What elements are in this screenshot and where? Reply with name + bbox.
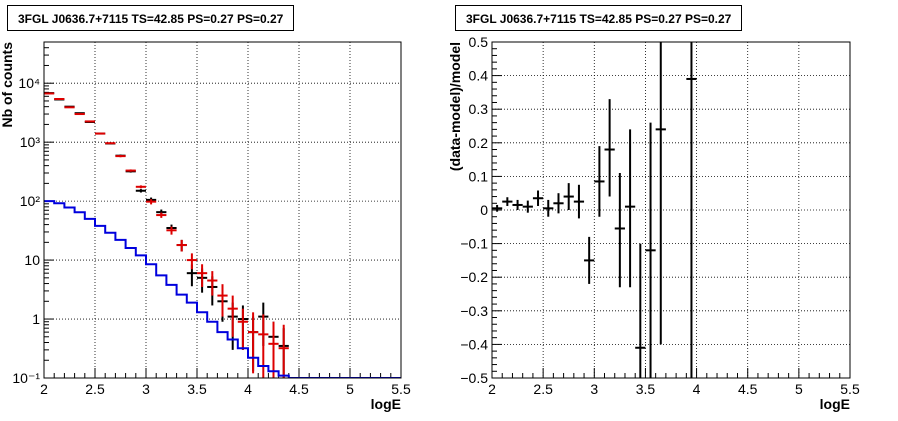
- residuals-panel-title: 3FGL J0636.7+7115 TS=42.85 PS=0.27 PS=0.…: [455, 5, 743, 31]
- y-tick-label: 10⁴: [18, 75, 40, 91]
- plot-frame: [491, 41, 851, 379]
- x-tick-label: 3: [142, 381, 150, 397]
- x-tick-label: 4.5: [289, 381, 309, 397]
- series-group: [492, 42, 697, 378]
- y-tick-label: −0.2: [460, 269, 488, 285]
- series-group: [44, 92, 401, 378]
- x-tick-label: 4.5: [738, 381, 758, 397]
- y-axis-label: (data-model)/model: [447, 42, 463, 171]
- x-tick-label: 2.5: [85, 381, 105, 397]
- x-tick-label: 4: [693, 381, 701, 397]
- y-tick-label: −0.3: [460, 303, 488, 319]
- y-tick-label: 1: [32, 311, 40, 327]
- x-tick-label: 5: [795, 381, 803, 397]
- y-tick-label: 0: [480, 202, 488, 218]
- y-tick-label: 0.5: [469, 34, 489, 50]
- plot-frame: [43, 41, 402, 379]
- x-tick-label: 3.5: [636, 381, 656, 397]
- x-tick-label: 5: [346, 381, 354, 397]
- y-tick-label: 0.1: [469, 168, 489, 184]
- counts-panel: 2 2.5 3 3.5 4 4.5 5 5.5 10⁻¹ 1 10 10² 10³ 10⁴ logE Nb o…: [0, 41, 411, 412]
- x-axis-label: logE: [371, 396, 401, 412]
- y-tick-label: 0.4: [469, 68, 489, 84]
- y-tick-label: 10³: [20, 134, 41, 150]
- x-tick-label: 2: [40, 381, 48, 397]
- y-tick-label: 0.2: [469, 135, 489, 151]
- counts-panel-title: 3FGL J0636.7+7115 TS=42.85 PS=0.27 PS=0.…: [7, 5, 295, 31]
- model-step-line: [44, 200, 401, 378]
- y-tick-label: 10⁻¹: [12, 370, 40, 386]
- y-tick-label: 0.3: [469, 101, 489, 117]
- y-tick-label: −0.4: [460, 336, 488, 352]
- y-tick-label: −0.1: [460, 236, 488, 252]
- x-tick-label: 5.5: [391, 381, 411, 397]
- x-tick-label: 5.5: [840, 381, 860, 397]
- x-tick-label: 2.5: [533, 381, 553, 397]
- residuals-panel: 2 2.5 3 3.5 4 4.5 5 5.5 −0.5 −0.4 −0.3 −0.2 −0.1 0 0.1…: [447, 34, 860, 412]
- x-tick-label: 3: [590, 381, 598, 397]
- x-tick-label: 2: [488, 381, 496, 397]
- x-tick-label: 3.5: [187, 381, 207, 397]
- y-tick-label: −0.5: [460, 370, 488, 386]
- x-axis-label: logE: [820, 396, 850, 412]
- y-axis-label: Nb of counts: [0, 42, 15, 128]
- x-tick-label: 4: [244, 381, 252, 397]
- y-tick-label: 10: [24, 252, 40, 268]
- y-tick-label: 10²: [20, 193, 41, 209]
